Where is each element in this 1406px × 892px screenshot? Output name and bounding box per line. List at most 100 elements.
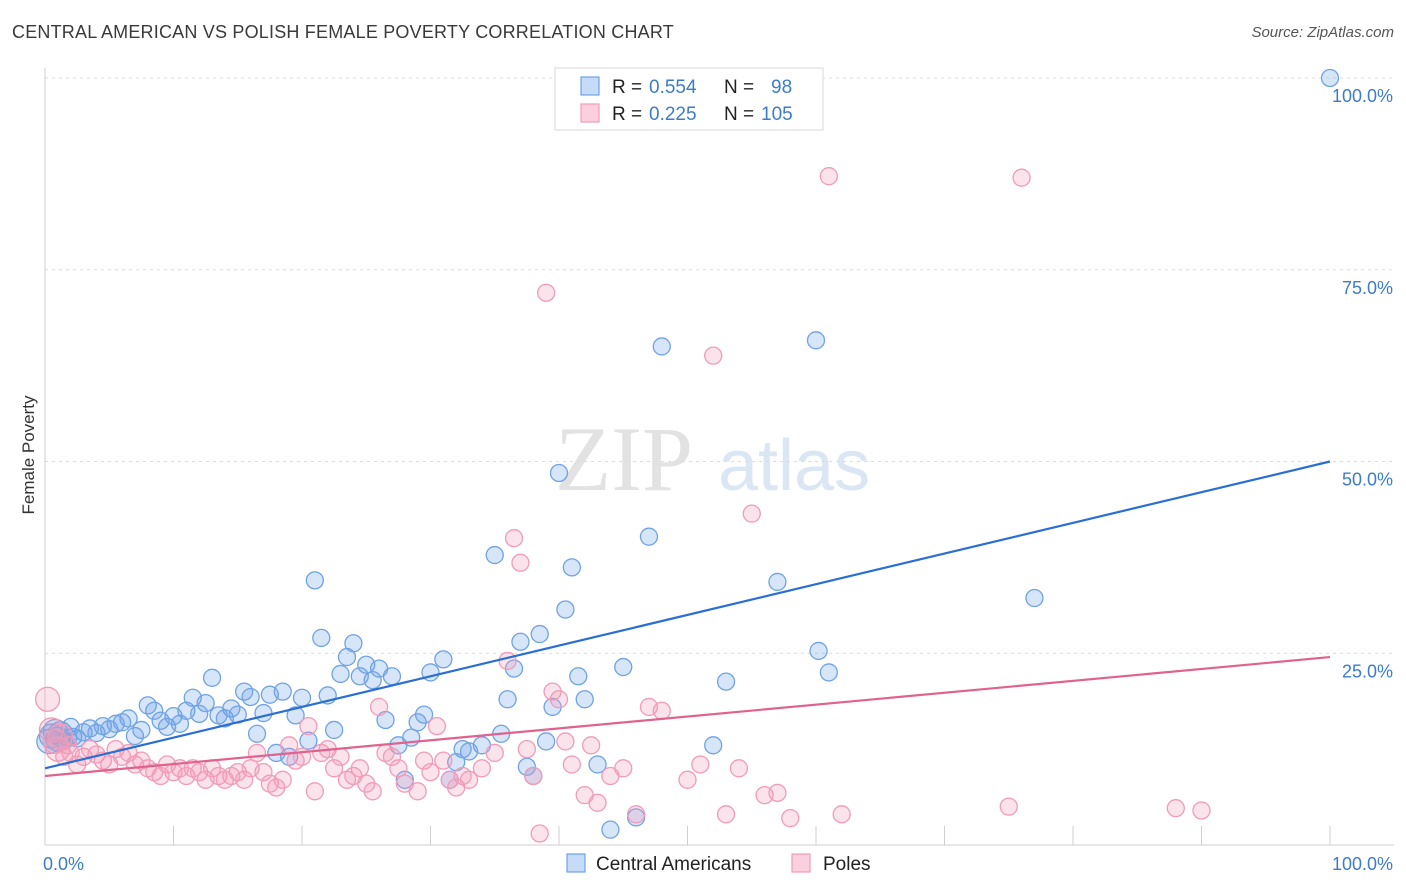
point-poles-60 (408, 782, 427, 801)
watermark-zip: ZIP (555, 408, 693, 510)
point-poles-83 (581, 736, 601, 755)
bottom-legend-swatch-central (566, 853, 586, 873)
point-central-88 (614, 657, 633, 677)
axes (44, 68, 1394, 846)
point-central-91 (652, 337, 671, 356)
legend-n-label-poles: N = (724, 104, 754, 125)
point-central-43 (286, 706, 305, 725)
point-poles-45 (305, 782, 325, 801)
y-tick-label-0: 100.0% (1332, 86, 1393, 106)
trend-line-poles (44, 655, 1331, 778)
point-poles-102 (1012, 168, 1031, 187)
point-poles-40 (273, 770, 292, 789)
point-central-73 (498, 690, 517, 709)
point-central-93 (716, 672, 736, 691)
point-poles-71 (498, 651, 517, 671)
data-points (34, 68, 1340, 843)
point-central-29 (196, 693, 215, 713)
point-poles-90 (678, 770, 697, 789)
point-poles-64 (434, 751, 453, 770)
point-central-55 (363, 670, 382, 690)
point-poles-86 (614, 759, 633, 778)
point-poles-101 (999, 797, 1018, 816)
point-poles-92 (704, 346, 723, 365)
legend-r-value-poles: 0.225 (649, 104, 697, 125)
point-central-46 (305, 571, 325, 590)
point-poles-36 (247, 743, 267, 763)
chart-title: CENTRAL AMERICAN VS POLISH FEMALE POVERT… (12, 22, 674, 42)
point-central-90 (639, 527, 659, 546)
point-poles-63 (427, 716, 447, 736)
point-central-30 (202, 668, 222, 687)
point-central-71 (485, 545, 504, 565)
point-poles-3 (45, 736, 71, 762)
point-poles-52 (350, 759, 369, 778)
point-poles-37 (254, 762, 273, 782)
point-central-98 (1025, 588, 1044, 608)
watermark-atlas: atlas (718, 426, 870, 506)
point-poles-104 (1192, 801, 1211, 820)
point-poles-93 (716, 805, 736, 824)
point-poles-70 (485, 743, 504, 763)
point-central-99 (1320, 68, 1340, 88)
point-poles-68 (459, 770, 479, 789)
point-poles-74 (517, 739, 537, 759)
point-central-84 (569, 667, 588, 686)
point-poles-73 (511, 553, 530, 572)
legend-r-label-poles: R = (612, 104, 642, 125)
y-tick-label-3: 25.0% (1342, 661, 1393, 681)
point-poles-103 (1166, 799, 1185, 818)
trend-line-central (44, 460, 1331, 770)
x-tick-label-0: 0.0% (43, 854, 84, 874)
point-central-36 (241, 687, 260, 707)
point-poles-72 (504, 529, 524, 548)
point-central-82 (556, 600, 575, 619)
point-central-49 (324, 720, 344, 740)
legend-r-value-central: 0.554 (649, 77, 697, 98)
point-central-28 (190, 704, 209, 723)
point-poles-89 (652, 701, 671, 720)
point-central-41 (273, 682, 292, 701)
point-central-97 (819, 663, 838, 682)
point-poles-77 (537, 283, 556, 302)
bottom-legend-label-poles: Poles (823, 854, 871, 875)
point-poles-62 (421, 762, 440, 782)
point-poles-94 (729, 759, 749, 778)
trend-lines (44, 460, 1331, 778)
point-poles-79 (549, 690, 569, 709)
source-credit: Source: ZipAtlas.com (1251, 24, 1394, 41)
point-poles-58 (389, 759, 408, 778)
point-central-81 (549, 463, 569, 483)
point-central-38 (254, 703, 273, 723)
y-tick-label-2: 50.0% (1342, 470, 1393, 490)
point-central-92 (704, 736, 723, 755)
bottom-legend-label-central: Central Americans (596, 854, 751, 875)
legend-n-value-poles: 105 (761, 104, 793, 125)
point-poles-69 (472, 759, 492, 778)
point-central-65 (434, 650, 453, 669)
point-central-95 (806, 331, 826, 350)
point-central-50 (331, 664, 350, 684)
point-poles-81 (562, 755, 581, 774)
point-poles-61 (414, 751, 434, 770)
point-poles-95 (742, 504, 761, 523)
point-central-94 (768, 572, 787, 592)
point-poles-54 (363, 782, 382, 801)
point-poles-57 (382, 747, 402, 766)
point-central-85 (575, 690, 594, 709)
point-central-86 (588, 755, 607, 774)
legend-r-label-central: R = (612, 77, 642, 98)
point-central-17 (119, 709, 138, 728)
x-tick-label-1: 100.0% (1332, 854, 1393, 874)
point-central-47 (312, 628, 331, 648)
point-central-63 (414, 705, 434, 724)
point-central-19 (132, 720, 151, 740)
point-central-21 (145, 701, 164, 720)
point-poles-84 (588, 793, 607, 812)
point-central-83 (562, 558, 581, 577)
point-poles-44 (299, 716, 318, 736)
point-poles-87 (626, 805, 646, 824)
legend-box: R = 0.554 N = 98 R = 0.225 N = 105 (554, 67, 824, 131)
point-poles-98 (781, 809, 800, 828)
